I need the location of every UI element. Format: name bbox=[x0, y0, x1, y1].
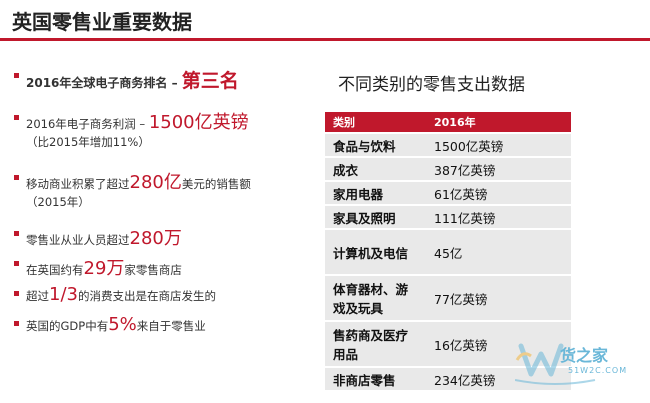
bullet-text: 在英国约有 bbox=[26, 263, 84, 277]
category-cell: 家具及照明 bbox=[325, 206, 426, 228]
bullet-sub: （比2015年增加11%） bbox=[26, 135, 150, 149]
value-cell: 111亿英镑 bbox=[426, 206, 571, 228]
table-row: 体育器材、游戏及玩具 77亿英镑 bbox=[325, 276, 571, 320]
value-cell: 16亿英镑 bbox=[426, 322, 571, 366]
bullet-highlight: 280万 bbox=[129, 228, 182, 249]
table-row: 售药商及医疗用品 16亿英镑 bbox=[325, 322, 571, 366]
bullet-highlight: 第三名 bbox=[181, 70, 239, 92]
watermark-logo-text: 货之家 bbox=[560, 346, 609, 365]
bullet-text: 2016年全球电子商务排名 – bbox=[26, 76, 182, 90]
table-row: 计算机及电信 45亿 bbox=[325, 230, 571, 274]
bullet-text-post: 家零售商店 bbox=[124, 263, 182, 277]
bullet-mobile-sales: 移动商业积累了超过280亿美元的销售额 （2015年） bbox=[14, 168, 251, 210]
bullet-sub: （2015年） bbox=[26, 195, 90, 209]
category-cell: 体育器材、游戏及玩具 bbox=[325, 276, 426, 320]
bullet-text: 超过 bbox=[26, 289, 49, 303]
bullet-text: 英国的GDP中有 bbox=[26, 319, 109, 333]
bullet-text: 移动商业积累了超过 bbox=[26, 177, 130, 191]
bullet-square-icon bbox=[14, 73, 19, 78]
category-cell: 食品与饮料 bbox=[325, 134, 426, 156]
table-row: 家用电器 61亿英镑 bbox=[325, 182, 571, 204]
page-title: 英国零售业重要数据 bbox=[12, 10, 192, 34]
bullet-highlight: 29万 bbox=[83, 258, 125, 279]
bullet-text: 零售业从业人员超过 bbox=[26, 233, 130, 247]
category-cell: 成衣 bbox=[325, 158, 426, 180]
category-cell: 售药商及医疗用品 bbox=[325, 322, 426, 366]
bullet-employees: 零售业从业人员超过280万 bbox=[14, 224, 182, 250]
bullet-square-icon bbox=[14, 175, 19, 180]
bullet-highlight: 280亿 bbox=[129, 172, 182, 193]
spending-table: 类别 2016年 食品与饮料 1500亿英镑 成衣 387亿英镑 家用电器 61… bbox=[325, 110, 571, 392]
category-cell: 非商店零售 bbox=[325, 368, 426, 390]
table-header-row: 类别 2016年 bbox=[325, 112, 571, 132]
bullet-text: 2016年电子商务利润 – bbox=[26, 117, 149, 131]
value-cell: 1500亿英镑 bbox=[426, 134, 571, 156]
bullet-text-post: 的消费支出是在商店发生的 bbox=[77, 289, 216, 303]
bullet-text-post: 美元的销售额 bbox=[181, 177, 251, 191]
value-cell: 77亿英镑 bbox=[426, 276, 571, 320]
bullet-ecommerce-profit: 2016年电子商务利润 – 1500亿英镑 （比2015年增加11%） bbox=[14, 108, 249, 150]
category-cell: 计算机及电信 bbox=[325, 230, 426, 274]
bullet-instore-spending: 超过1/3的消费支出是在商店发生的 bbox=[14, 284, 216, 305]
value-cell: 234亿英镑 bbox=[426, 368, 571, 390]
value-cell: 61亿英镑 bbox=[426, 182, 571, 204]
value-cell: 387亿英镑 bbox=[426, 158, 571, 180]
watermark-site-text: 51W2C.COM bbox=[568, 366, 628, 375]
bullet-square-icon bbox=[14, 115, 19, 120]
bullet-gdp: 英国的GDP中有5%来自于零售业 bbox=[14, 314, 206, 335]
bullet-square-icon bbox=[14, 321, 19, 326]
table-row: 食品与饮料 1500亿英镑 bbox=[325, 134, 571, 156]
bullet-stores: 在英国约有29万家零售商店 bbox=[14, 254, 182, 280]
table-row: 非商店零售 234亿英镑 bbox=[325, 368, 571, 390]
w-logo-icon bbox=[515, 343, 596, 385]
bullet-highlight: 5% bbox=[108, 314, 137, 335]
bullet-highlight: 1500亿英镑 bbox=[148, 112, 249, 133]
table-title: 不同类别的零售支出数据 bbox=[338, 75, 525, 95]
value-cell: 45亿 bbox=[426, 230, 571, 274]
category-cell: 家用电器 bbox=[325, 182, 426, 204]
bullet-text-post: 来自于零售业 bbox=[136, 319, 206, 333]
bullet-ecommerce-rank: 2016年全球电子商务排名 – 第三名 bbox=[14, 66, 239, 93]
table-row: 家具及照明 111亿英镑 bbox=[325, 206, 571, 228]
bullet-square-icon bbox=[14, 291, 19, 296]
header-year: 2016年 bbox=[426, 112, 571, 132]
bullet-square-icon bbox=[14, 261, 19, 266]
bullet-highlight: 1/3 bbox=[49, 284, 78, 305]
header-category: 类别 bbox=[325, 112, 426, 132]
bullet-square-icon bbox=[14, 231, 19, 236]
title-divider bbox=[0, 38, 650, 41]
table-row: 成衣 387亿英镑 bbox=[325, 158, 571, 180]
